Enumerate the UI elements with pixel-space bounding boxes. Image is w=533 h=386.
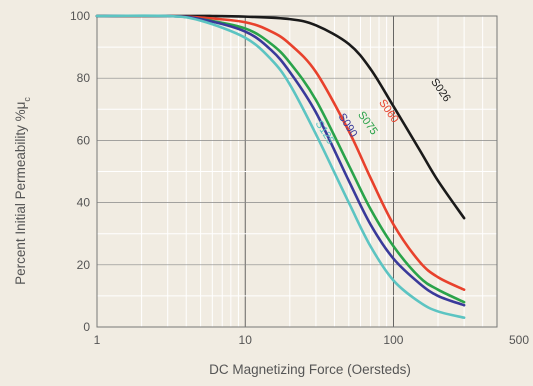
x-tick-label: 10	[239, 333, 253, 347]
x-tick-label: 100	[383, 333, 403, 347]
y-tick-label: 60	[77, 133, 91, 147]
series-line-s060	[95, 14, 466, 291]
y-tick-label: 40	[77, 196, 91, 210]
y-tick-label: 0	[83, 320, 90, 334]
series-line-s026	[95, 14, 466, 220]
x-axis-title: DC Magnetizing Force (Oersteds)	[209, 362, 411, 377]
grid	[96, 15, 498, 328]
series-line-s090	[95, 14, 466, 307]
y-tick-label: 20	[77, 258, 91, 272]
series-line-s125	[95, 14, 466, 319]
tick-labels: 0 20 40 60 80 100 1 10 100 500	[70, 9, 529, 347]
x-tick-label: 500	[509, 333, 529, 347]
y-tick-label: 100	[70, 9, 90, 23]
x-tick-label: 1	[94, 333, 101, 347]
y-axis-title: Percent Initial Permeability %μc	[13, 97, 32, 285]
plot-frame	[96, 15, 498, 328]
series-layer	[95, 14, 466, 319]
y-tick-label: 80	[77, 71, 91, 85]
